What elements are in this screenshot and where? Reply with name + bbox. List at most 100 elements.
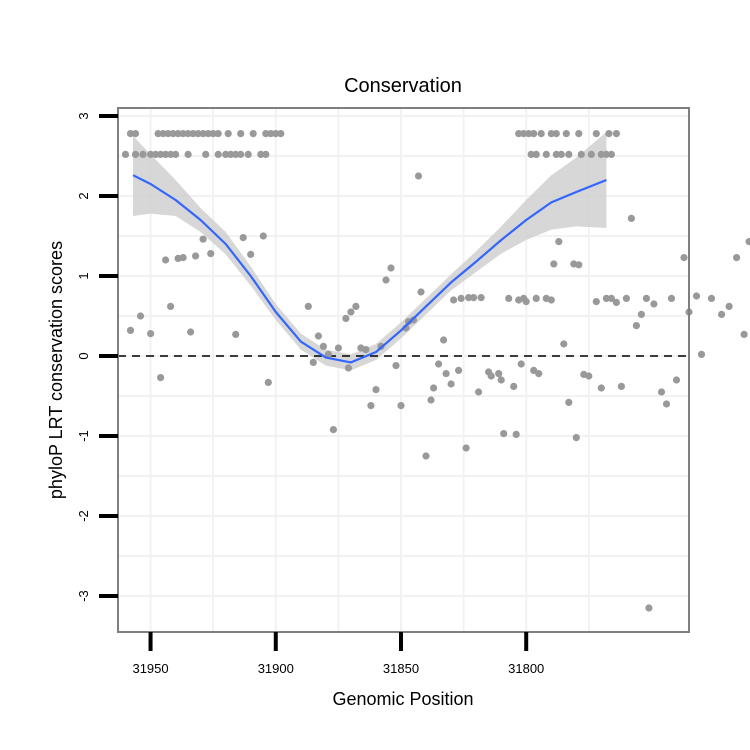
- data-point: [552, 150, 560, 158]
- data-point: [512, 430, 520, 438]
- x-tick-label: 31950: [132, 661, 168, 676]
- data-point: [442, 370, 450, 378]
- data-point: [209, 130, 217, 138]
- data-point: [692, 292, 701, 300]
- data-point: [222, 150, 230, 158]
- data-point: [650, 300, 658, 308]
- panel-border: [117, 107, 690, 633]
- data-point: [602, 294, 611, 302]
- data-point: [237, 150, 245, 158]
- data-point: [314, 332, 322, 340]
- data-point: [139, 150, 147, 158]
- data-point: [199, 235, 207, 243]
- data-point: [347, 308, 355, 316]
- data-point: [532, 150, 540, 158]
- y-axis: 3 2 1 0 -1 -2 -3: [76, 112, 118, 602]
- data-point: [520, 130, 528, 138]
- data-point: [342, 314, 350, 322]
- data-point: [612, 130, 621, 138]
- data-point: [447, 380, 455, 388]
- data-point: [612, 298, 621, 306]
- data-point: [457, 294, 465, 302]
- data-point: [645, 604, 653, 612]
- y-tick-label: -1: [76, 430, 91, 442]
- x-axis: 31950 31900 31850 31800: [132, 632, 544, 676]
- data-point: [552, 130, 560, 138]
- confidence-band-layer: [133, 132, 607, 371]
- data-point: [465, 294, 473, 302]
- data-point: [572, 434, 580, 442]
- data-point: [733, 254, 741, 262]
- data-point: [532, 294, 540, 302]
- data-point: [362, 346, 370, 354]
- x-tick-label: 31900: [258, 661, 294, 676]
- data-point: [462, 444, 470, 452]
- data-point: [597, 384, 605, 392]
- data-point: [470, 294, 478, 302]
- chart-title: Conservation: [344, 75, 462, 97]
- data-point: [627, 214, 636, 222]
- data-point: [522, 298, 530, 306]
- data-point: [637, 310, 646, 318]
- data-point: [577, 150, 585, 158]
- data-point: [262, 130, 270, 138]
- data-point: [718, 310, 726, 318]
- data-point: [267, 130, 275, 138]
- data-point: [257, 150, 265, 158]
- data-point: [387, 264, 395, 272]
- data-point: [530, 130, 538, 138]
- data-point: [617, 382, 626, 390]
- data-point: [239, 234, 247, 242]
- data-point: [605, 130, 613, 138]
- data-point: [547, 130, 555, 138]
- data-point: [334, 344, 342, 352]
- data-point: [344, 364, 352, 372]
- data-point: [517, 360, 525, 368]
- data-point: [585, 372, 593, 380]
- data-point: [607, 150, 616, 158]
- data-point: [417, 288, 425, 296]
- data-point: [477, 294, 485, 302]
- data-point: [157, 374, 165, 382]
- data-point: [244, 150, 252, 158]
- data-point: [515, 130, 523, 138]
- data-point: [560, 340, 568, 348]
- data-point: [550, 260, 558, 268]
- data-point: [575, 130, 583, 138]
- data-point: [179, 130, 187, 138]
- data-point: [131, 130, 140, 138]
- data-point: [547, 296, 555, 304]
- data-point: [537, 130, 545, 138]
- data-point: [597, 150, 605, 158]
- data-point: [587, 150, 595, 158]
- data-point: [592, 298, 600, 306]
- data-point: [184, 150, 192, 158]
- data-point: [272, 130, 280, 138]
- data-point: [607, 294, 616, 302]
- data-point: [667, 294, 676, 302]
- data-point: [172, 150, 180, 158]
- data-point: [680, 254, 688, 262]
- data-point: [440, 336, 448, 344]
- data-point: [329, 426, 337, 434]
- data-point: [422, 452, 430, 460]
- data-point: [184, 130, 192, 138]
- data-point: [510, 382, 518, 390]
- data-point: [202, 150, 210, 158]
- data-point: [126, 130, 135, 138]
- data-point: [152, 150, 160, 158]
- data-point: [232, 150, 240, 158]
- data-point: [565, 398, 573, 406]
- data-point: [414, 172, 423, 180]
- data-point: [174, 130, 182, 138]
- data-point: [192, 252, 200, 260]
- data-point: [259, 232, 267, 240]
- data-point: [187, 328, 195, 336]
- data-point: [430, 384, 438, 392]
- data-point: [487, 372, 495, 380]
- y-tick-label: 1: [76, 272, 91, 279]
- data-point: [740, 330, 748, 338]
- y-tick-label: 0: [76, 352, 91, 359]
- data-point: [602, 150, 611, 158]
